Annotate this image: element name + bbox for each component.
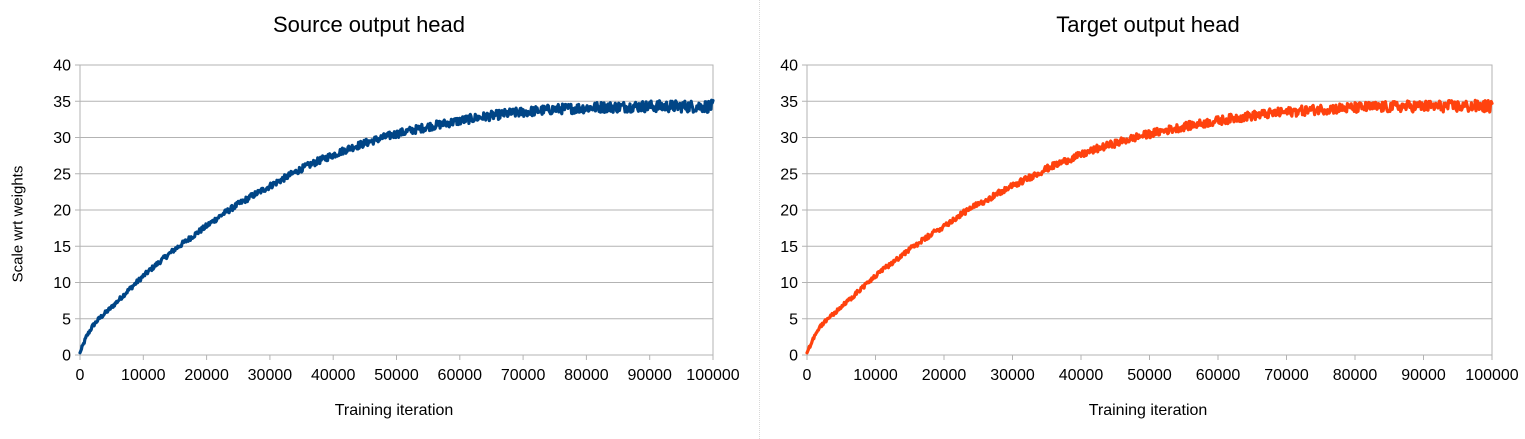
chart-source-output-head: Source output head 0 5 10 15 20 25 30 35 40 0 1000…: [0, 0, 760, 439]
y-tick-label: 40: [53, 58, 71, 75]
x-tick-label: 40000: [311, 367, 356, 384]
x-axis-label: Training iteration: [1088, 402, 1208, 419]
chart-title: Target output head: [1056, 12, 1240, 37]
plot-frame: [806, 64, 1493, 356]
plot-frame: [79, 64, 714, 356]
series-line: [78, 98, 715, 355]
x-tick-label: 60000: [438, 367, 483, 384]
y-tick-label: 25: [780, 166, 798, 183]
x-tick-label: 20000: [184, 367, 229, 384]
x-tick-label: 70000: [1264, 367, 1309, 384]
y-tick-label: 25: [53, 166, 71, 183]
y-tick-label: 0: [789, 348, 798, 365]
y-tick-label: 15: [780, 239, 798, 256]
y-tick-label: 5: [62, 311, 71, 328]
x-tick-label: 80000: [564, 367, 609, 384]
x-tick-label: 10000: [853, 367, 898, 384]
x-axis-label: Training iteration: [334, 402, 454, 419]
y-tick-label: 35: [780, 94, 798, 111]
y-tick-label: 20: [780, 203, 798, 220]
x-tick-label: 30000: [248, 367, 293, 384]
x-tick-label: 100000: [686, 367, 739, 384]
x-tick-label: 70000: [501, 367, 546, 384]
x-tick-label: 0: [76, 367, 85, 384]
chart-target-output-head: Target output head 0 5 10 15 20 25 30 35 40 0 1000…: [760, 0, 1525, 439]
y-tick-label: 5: [789, 311, 798, 328]
y-tick-label: 10: [780, 275, 798, 292]
x-tick-label: 20000: [922, 367, 967, 384]
x-tick-label: 60000: [1196, 367, 1241, 384]
plot-area: 0 5 10 15 20 25 30 35 40 0 10000 20000 30000 40000 500…: [780, 58, 1519, 385]
x-tick-label: 90000: [1401, 367, 1446, 384]
chart-title: Source output head: [272, 12, 466, 37]
y-tick-label: 20: [53, 203, 71, 220]
y-tick-label: 30: [780, 130, 798, 147]
y-tick-label: 30: [53, 130, 71, 147]
x-tick-label: 80000: [1333, 367, 1378, 384]
x-tick-label: 90000: [627, 367, 672, 384]
y-tick-label: 35: [53, 94, 71, 111]
y-tick-label: 40: [780, 58, 798, 75]
panel-divider: [759, 0, 760, 439]
y-tick-label: 0: [62, 348, 71, 365]
x-tick-label: 50000: [374, 367, 419, 384]
x-tick-label: 10000: [121, 367, 166, 384]
y-tick-label: 10: [53, 275, 71, 292]
x-tick-label: 40000: [1059, 367, 1104, 384]
x-tick-label: 50000: [1127, 367, 1172, 384]
series-line: [805, 98, 1494, 355]
y-axis-label: Scale wrt weights: [9, 165, 27, 283]
x-tick-label: 30000: [990, 367, 1035, 384]
plot-area: 0 5 10 15 20 25 30 35 40 0 10000 20000 30000 40000 500…: [53, 58, 740, 385]
y-tick-label: 15: [53, 239, 71, 256]
x-tick-label: 100000: [1465, 367, 1518, 384]
x-tick-label: 0: [803, 367, 812, 384]
